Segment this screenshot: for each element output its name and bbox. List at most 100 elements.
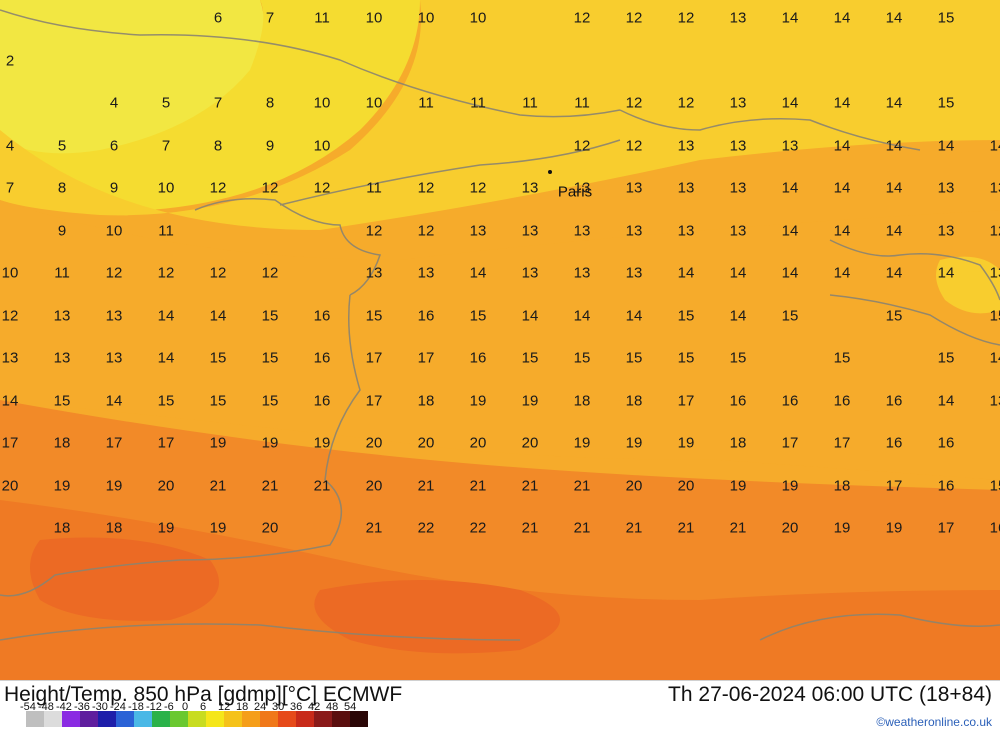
temp-value: 13: [574, 180, 591, 197]
temp-value: 8: [266, 95, 274, 112]
temp-value: 10: [470, 10, 487, 27]
temp-value: 14: [886, 180, 903, 197]
temp-value: 14: [678, 265, 695, 282]
temp-value: 18: [106, 520, 123, 537]
temp-value: 18: [730, 435, 747, 452]
temp-value: 13: [678, 137, 695, 154]
temp-value: 21: [730, 520, 747, 537]
temp-value: 17: [158, 435, 175, 452]
temp-value: 14: [782, 10, 799, 27]
map-timestamp: Th 27-06-2024 06:00 UTC (18+84): [668, 683, 992, 707]
temp-value: 13: [522, 265, 539, 282]
temp-value: 20: [418, 435, 435, 452]
temp-value: 17: [938, 520, 955, 537]
temp-value: 13: [626, 180, 643, 197]
temp-value: 2: [6, 52, 14, 69]
temp-value: 20: [782, 520, 799, 537]
temp-value: 15: [990, 307, 1000, 324]
temp-value: 14: [210, 307, 227, 324]
temp-value: 14: [470, 265, 487, 282]
temp-value: 12: [106, 265, 123, 282]
temp-value: 16: [834, 392, 851, 409]
temp-value: 12: [574, 10, 591, 27]
temp-value: 15: [262, 307, 279, 324]
temp-value: 16: [782, 392, 799, 409]
colorbar-swatch: [188, 711, 206, 727]
colorbar-swatch: [62, 711, 80, 727]
temp-value: 15: [730, 350, 747, 367]
temp-value: 14: [730, 265, 747, 282]
temp-value: 12: [366, 222, 383, 239]
temp-value: 15: [990, 477, 1000, 494]
temp-value: 14: [834, 10, 851, 27]
temp-value: 18: [418, 392, 435, 409]
temp-value: 12: [678, 95, 695, 112]
temp-value: 15: [626, 350, 643, 367]
temp-value: 13: [574, 265, 591, 282]
temp-value: 10: [158, 180, 175, 197]
temp-value: 11: [574, 95, 590, 112]
temp-value: 12: [418, 180, 435, 197]
temp-value: 19: [782, 477, 799, 494]
temp-value: 10: [366, 95, 383, 112]
temp-value: 18: [626, 392, 643, 409]
temp-value: 21: [574, 520, 591, 537]
temp-value: 13: [106, 307, 123, 324]
city-dot-paris: [548, 170, 552, 174]
temp-value: 19: [574, 435, 591, 452]
temp-value: 14: [730, 307, 747, 324]
colorbar: [26, 711, 368, 729]
temp-value: 14: [782, 265, 799, 282]
temp-value: 14: [834, 265, 851, 282]
temp-value: 12: [990, 222, 1000, 239]
temp-value: 16: [314, 350, 331, 367]
colorbar-swatch: [224, 711, 242, 727]
temp-value: 18: [54, 520, 71, 537]
temp-value: 20: [470, 435, 487, 452]
temp-value: 21: [262, 477, 279, 494]
temp-value: 14: [782, 95, 799, 112]
temp-value: 21: [678, 520, 695, 537]
temp-value: 16: [314, 307, 331, 324]
temp-value: 21: [418, 477, 435, 494]
temp-value: 14: [834, 95, 851, 112]
temp-value: 8: [58, 180, 66, 197]
temp-value: 13: [626, 265, 643, 282]
temp-value: 16: [418, 307, 435, 324]
temp-value: 11: [314, 10, 330, 27]
temp-value: 20: [262, 520, 279, 537]
temp-value: 12: [210, 180, 227, 197]
temp-value: 14: [886, 10, 903, 27]
temp-value: 22: [418, 520, 435, 537]
temp-value: 17: [886, 477, 903, 494]
temp-value: 14: [886, 95, 903, 112]
temp-value: 17: [834, 435, 851, 452]
colorbar-swatch: [206, 711, 224, 727]
colorbar-swatch: [242, 711, 260, 727]
temp-value: 14: [834, 222, 851, 239]
temp-value: 19: [210, 435, 227, 452]
temp-value: 15: [574, 350, 591, 367]
temp-value: 20: [2, 477, 19, 494]
temp-value: 15: [262, 392, 279, 409]
temp-value: 12: [314, 180, 331, 197]
temp-value: 10: [2, 265, 19, 282]
temp-value: 14: [158, 350, 175, 367]
temp-value: 13: [366, 265, 383, 282]
temp-value: 13: [54, 350, 71, 367]
temp-value: 14: [938, 137, 955, 154]
temp-value: 21: [366, 520, 383, 537]
temp-value: 19: [626, 435, 643, 452]
temp-value: 22: [470, 520, 487, 537]
attribution: ©weatheronline.co.uk: [876, 715, 992, 729]
temp-value: 10: [106, 222, 123, 239]
temp-value: 17: [678, 392, 695, 409]
temp-value: 12: [574, 137, 591, 154]
temp-value: 13: [54, 307, 71, 324]
temp-value: 16: [938, 435, 955, 452]
temp-value: 14: [574, 307, 591, 324]
temp-value: 15: [54, 392, 71, 409]
colorbar-swatch: [332, 711, 350, 727]
temp-value: 12: [262, 265, 279, 282]
temp-value: 13: [730, 180, 747, 197]
